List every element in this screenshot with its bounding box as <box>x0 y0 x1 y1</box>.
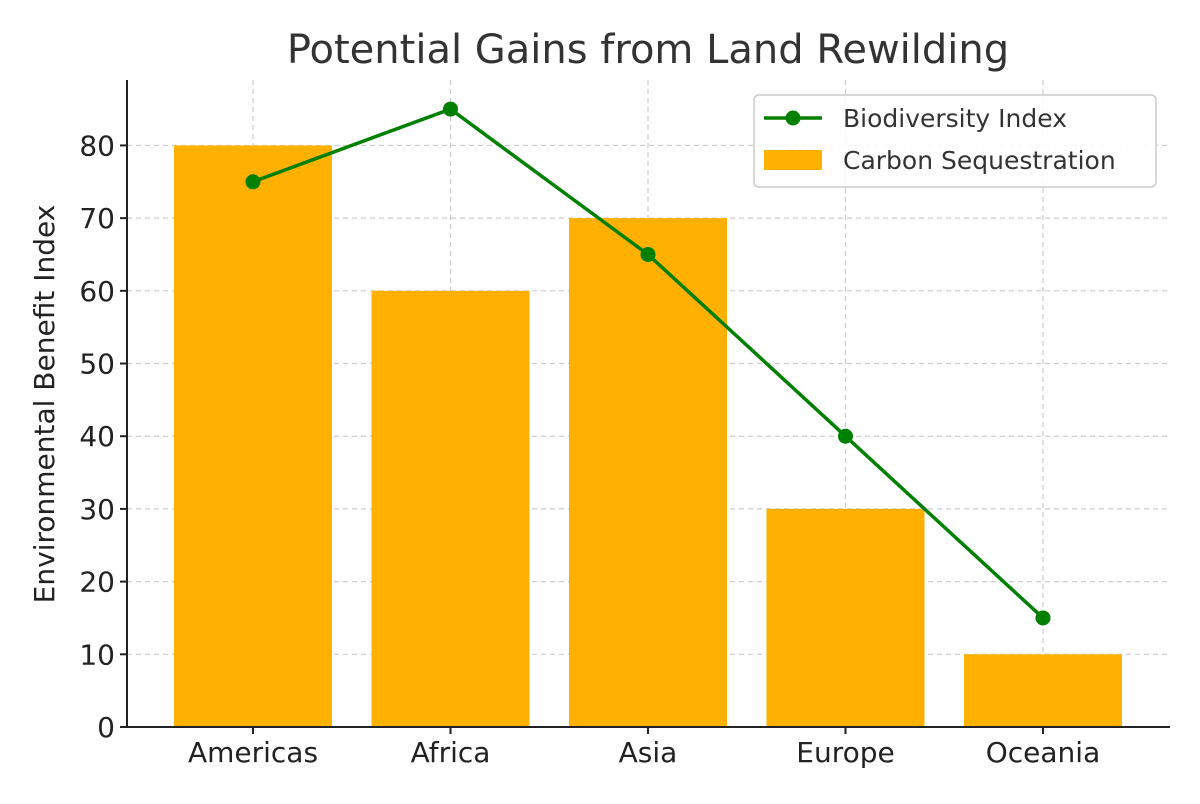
bar-series <box>174 145 1122 727</box>
biodiversity-point-oceania <box>1035 610 1051 626</box>
x-tick-label: Americas <box>188 736 318 769</box>
legend: Biodiversity Index Carbon Sequestration <box>753 94 1157 188</box>
y-tick-label: 20 <box>79 566 115 599</box>
biodiversity-point-asia <box>640 246 656 262</box>
y-tick-label: 60 <box>79 275 115 308</box>
bar-americas <box>174 145 332 727</box>
x-tick-label: Africa <box>411 736 491 769</box>
legend-marker-swatch <box>785 110 801 126</box>
biodiversity-point-europe <box>838 428 853 444</box>
bar-africa <box>371 290 530 727</box>
line-series <box>245 101 1051 626</box>
axes: 0 10 20 30 40 50 60 70 80 Americas Africa Asia Europ… <box>79 80 1170 769</box>
legend-box <box>753 94 1157 188</box>
x-tick-label: Oceania <box>986 736 1101 769</box>
legend-bar-swatch <box>764 150 822 170</box>
x-tick-label: Asia <box>619 736 678 769</box>
bar-oceania <box>964 654 1122 727</box>
y-tick-label: 50 <box>79 348 115 381</box>
chart-title: Potential Gains from Land Rewilding <box>287 27 1009 73</box>
x-tick-label: Europe <box>796 736 894 769</box>
biodiversity-point-africa <box>443 101 458 117</box>
bar-asia <box>569 218 727 727</box>
legend-label: Biodiversity Index <box>843 104 1067 133</box>
y-tick-label: 80 <box>79 129 115 162</box>
y-tick-label: 70 <box>79 202 115 235</box>
biodiversity-point-americas <box>245 174 261 190</box>
bar-europe <box>766 508 925 727</box>
legend-label: Carbon Sequestration <box>843 146 1116 175</box>
y-axis-label: Environmental Benefit Index <box>28 205 61 604</box>
y-tick-label: 30 <box>79 493 115 526</box>
y-tick-label: 40 <box>79 420 115 453</box>
y-tick-label: 0 <box>97 711 115 744</box>
y-tick-label: 10 <box>79 638 115 671</box>
